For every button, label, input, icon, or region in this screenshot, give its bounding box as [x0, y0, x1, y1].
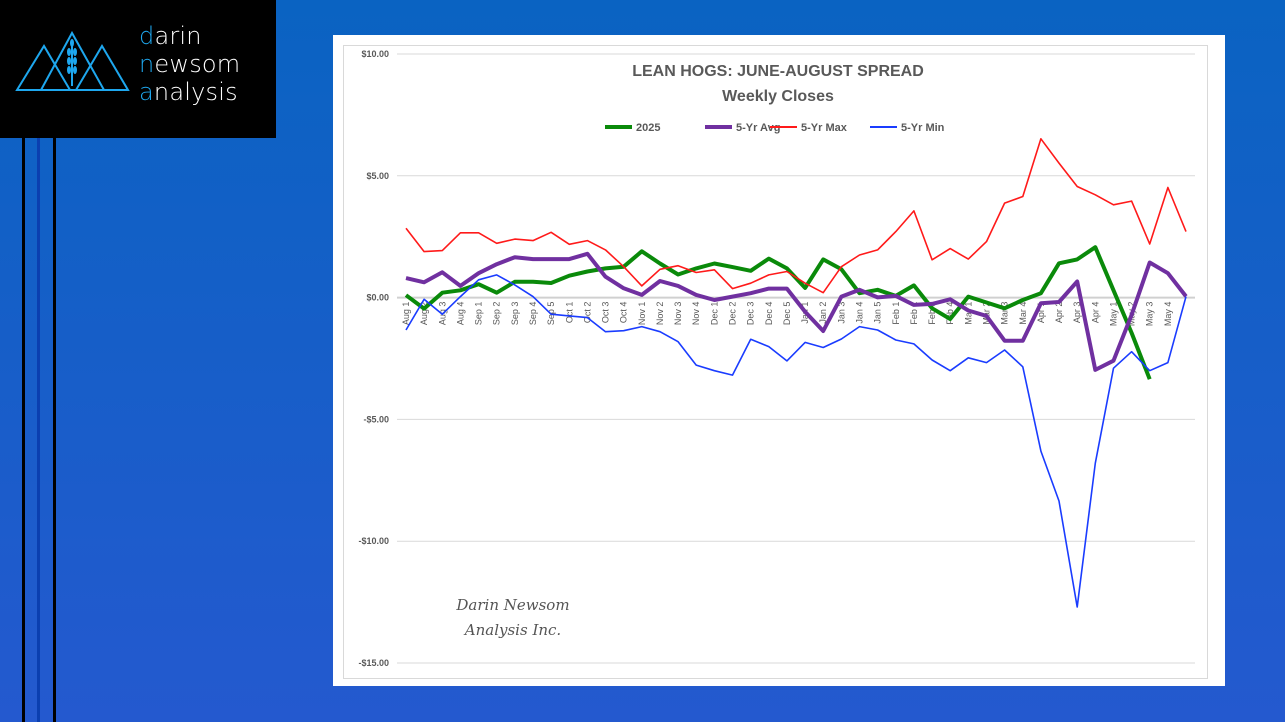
logo-text: som	[189, 50, 241, 78]
legend-item: 5-Yr Avg	[705, 122, 780, 134]
logo-text: ew	[154, 50, 190, 78]
x-tick-label: May 1	[1108, 302, 1118, 327]
x-tick-label: Dec 3	[746, 302, 756, 326]
logo-letter: a	[139, 78, 154, 106]
x-tick-label: Aug 4	[455, 302, 465, 326]
line-chart: LEAN HOGS: JUNE-AUGUST SPREAD Weekly Clo…	[358, 49, 1195, 668]
legend-label: 5-Yr Max	[801, 122, 848, 134]
x-tick-label: Jan 5	[873, 302, 883, 324]
logo-letter: n	[139, 50, 155, 78]
x-tick-label: Feb 1	[891, 302, 901, 325]
x-tick-label: Apr 1	[1036, 302, 1046, 324]
x-tick-label: Mar 4	[1018, 302, 1028, 325]
series-line-5-yr-avg	[405, 251, 1188, 372]
x-tick-label: Sep 2	[492, 302, 502, 326]
watermark-line: Darin Newsom	[456, 596, 570, 614]
x-tick-label: Nov 3	[673, 302, 683, 326]
x-tick-label: Apr 3	[1072, 302, 1082, 324]
chart-subtitle: Weekly Closes	[722, 88, 834, 105]
legend-label: 5-Yr Avg	[736, 122, 780, 134]
series-line-5-yr-max	[405, 138, 1187, 294]
x-tick-label: Aug 2	[419, 302, 429, 326]
x-tick-label: Dec 4	[764, 302, 774, 326]
x-tick-label: Apr 4	[1090, 302, 1100, 324]
x-tick-label: May 4	[1163, 302, 1173, 327]
series-line-5-yr-min	[405, 274, 1187, 608]
x-tick-label: Feb 3	[927, 302, 937, 325]
decorative-line	[37, 138, 40, 722]
y-tick-label: -$15.00	[358, 658, 389, 668]
x-tick-label: Oct 1	[564, 302, 574, 324]
logo-wordmark: darin newsom analysis	[139, 22, 240, 106]
legend-item: 2025	[605, 122, 660, 134]
x-tick-label: Feb 4	[945, 302, 955, 325]
x-tick-label: Sep 1	[474, 302, 484, 326]
chart-border	[343, 45, 1208, 679]
company-logo: darin newsom analysis	[0, 0, 276, 138]
x-tick-label: Nov 2	[655, 302, 665, 326]
chart-panel: LEAN HOGS: JUNE-AUGUST SPREAD Weekly Clo…	[333, 35, 1225, 686]
x-tick-label: Dec 1	[709, 302, 719, 326]
legend-item: 5-Yr Max	[770, 122, 848, 134]
decorative-line	[53, 138, 56, 722]
x-tick-label: Oct 4	[619, 302, 629, 324]
y-tick-label: $0.00	[366, 293, 389, 303]
x-tick-label: Jan 3	[836, 302, 846, 324]
x-tick-label: Mar 3	[1000, 302, 1010, 325]
logo-text: arin	[154, 22, 202, 50]
series-line-2025	[404, 245, 1152, 380]
x-tick-label: Apr 2	[1054, 302, 1064, 324]
x-tick-label: Mar 1	[963, 302, 973, 325]
legend-item: 5-Yr Min	[870, 122, 945, 134]
y-tick-label: -$10.00	[358, 536, 389, 546]
mountain-wheat-logo-icon	[15, 30, 130, 91]
x-tick-label: Mar 2	[981, 302, 991, 325]
watermark: Darin Newsom Analysis Inc.	[413, 593, 613, 643]
legend-label: 2025	[636, 122, 660, 134]
logo-text: nalysis	[153, 78, 238, 106]
x-tick-label: Jan 4	[855, 302, 865, 324]
chart-title: LEAN HOGS: JUNE-AUGUST SPREAD	[632, 63, 924, 80]
x-tick-label: Jan 2	[818, 302, 828, 324]
decorative-line	[22, 138, 25, 722]
x-tick-label: May 3	[1145, 302, 1155, 327]
x-tick-label: Aug 1	[401, 302, 411, 326]
watermark-line: Analysis Inc.	[464, 621, 562, 639]
x-tick-label: Feb 2	[909, 302, 919, 325]
y-tick-label: -$5.00	[363, 414, 389, 424]
y-tick-label: $5.00	[366, 171, 389, 181]
x-tick-label: Nov 1	[637, 302, 647, 326]
logo-letter: d	[139, 22, 155, 50]
legend-label: 5-Yr Min	[901, 122, 945, 134]
x-tick-label: Sep 3	[510, 302, 520, 326]
x-tick-label: Oct 2	[582, 302, 592, 324]
y-tick-label: $10.00	[361, 49, 389, 59]
x-tick-label: Sep 4	[528, 302, 538, 326]
x-tick-label: Dec 5	[782, 302, 792, 326]
x-tick-label: Oct 3	[601, 302, 611, 324]
x-tick-label: Nov 4	[691, 302, 701, 326]
x-tick-label: Dec 2	[728, 302, 738, 326]
